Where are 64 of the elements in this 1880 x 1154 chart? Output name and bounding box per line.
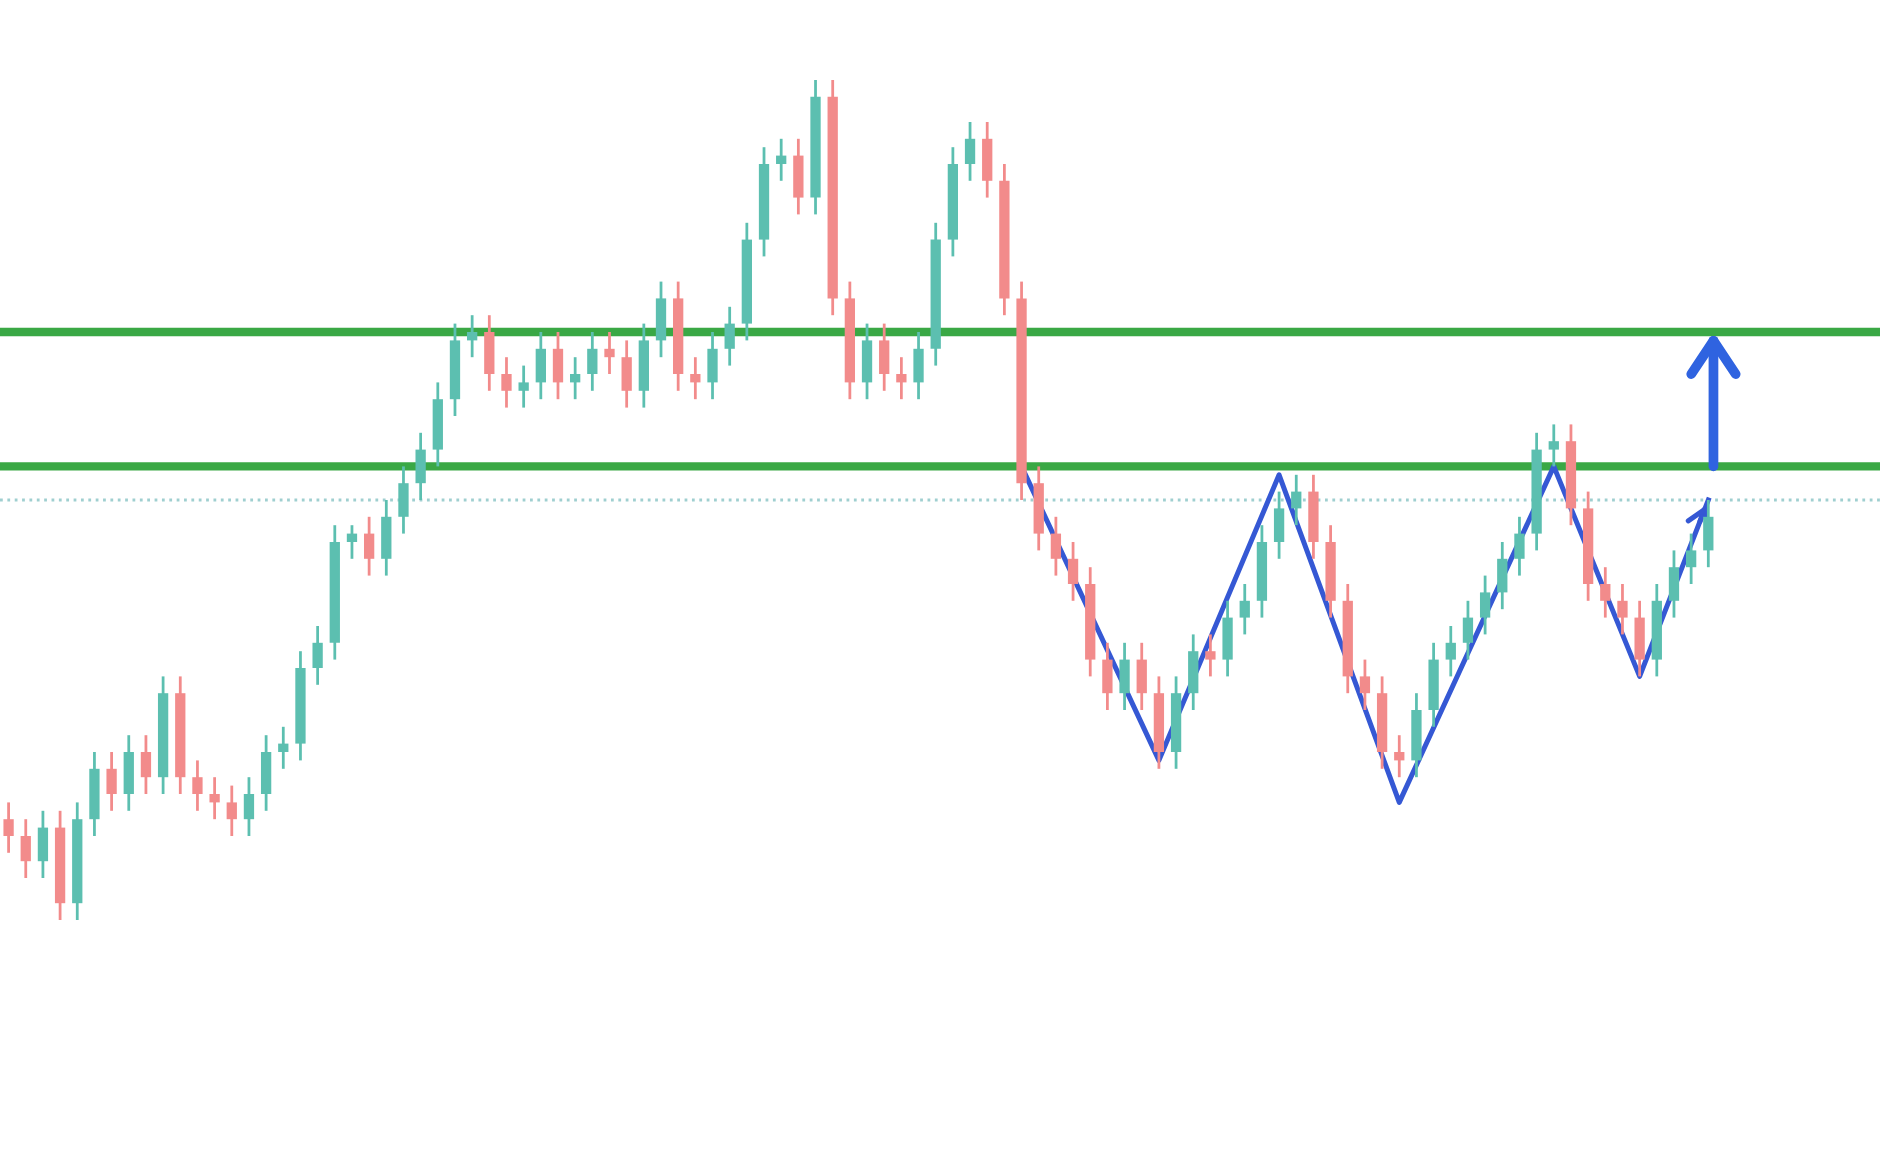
candlestick <box>1668 549 1680 619</box>
candlestick <box>587 330 598 393</box>
candlestick <box>192 759 203 813</box>
candlestick <box>861 322 873 401</box>
candlestick <box>106 750 117 813</box>
candlestick <box>260 733 272 813</box>
candlestick <box>724 305 735 367</box>
candlestick <box>604 330 615 376</box>
candlestick <box>621 339 632 409</box>
candlestick <box>1497 540 1508 611</box>
candlestick <box>243 775 255 838</box>
candlestick <box>1050 515 1062 577</box>
candlestick <box>467 313 478 359</box>
candlestick <box>879 322 890 393</box>
candlestick <box>1102 641 1113 712</box>
candlestick <box>1445 624 1456 678</box>
candlestick <box>1462 599 1474 661</box>
candlestick <box>1239 582 1250 636</box>
candlestick <box>20 817 31 880</box>
candlestick <box>1394 733 1405 779</box>
candlestick <box>312 624 323 687</box>
candlestick <box>1291 473 1302 527</box>
candlestick <box>484 313 495 393</box>
candlestick <box>226 784 237 838</box>
candlestick <box>346 523 358 561</box>
candlestick <box>982 120 993 199</box>
candlestick <box>570 355 581 401</box>
candlestick <box>415 431 426 502</box>
candlestick <box>913 330 924 401</box>
candlestick <box>1205 633 1216 678</box>
candlestick <box>1188 633 1199 712</box>
candlestick <box>37 809 49 880</box>
candlestick <box>1067 540 1079 603</box>
candlestick <box>381 498 392 577</box>
candlestick <box>1514 515 1525 577</box>
candlestick <box>1136 641 1147 712</box>
candlestick <box>1600 565 1611 619</box>
candlestick <box>535 330 546 401</box>
candlestick <box>123 733 134 813</box>
candlestick <box>1617 582 1628 636</box>
candlestick <box>518 364 529 409</box>
candlestick <box>363 515 375 577</box>
candlestick <box>278 725 289 771</box>
candlestick <box>1359 658 1371 712</box>
candlestick <box>3 801 14 855</box>
candlestick <box>1548 423 1559 468</box>
candlestick <box>964 120 976 183</box>
candlestick <box>896 355 907 401</box>
candlestick <box>1273 490 1285 561</box>
candlestick <box>793 137 804 216</box>
candlestick <box>776 137 787 183</box>
candlestick <box>690 355 701 401</box>
candlestick <box>209 775 220 821</box>
candlestick <box>140 733 152 796</box>
candlestick <box>707 330 718 401</box>
candlestick <box>1119 641 1130 712</box>
candlestick <box>1634 599 1645 678</box>
candlestick <box>1685 532 1697 586</box>
candlestick <box>501 355 512 409</box>
candlestick <box>655 280 667 359</box>
candlestick <box>1479 574 1491 636</box>
candlestick <box>552 330 564 401</box>
candlestick <box>398 465 409 535</box>
candlestick <box>1222 599 1233 678</box>
